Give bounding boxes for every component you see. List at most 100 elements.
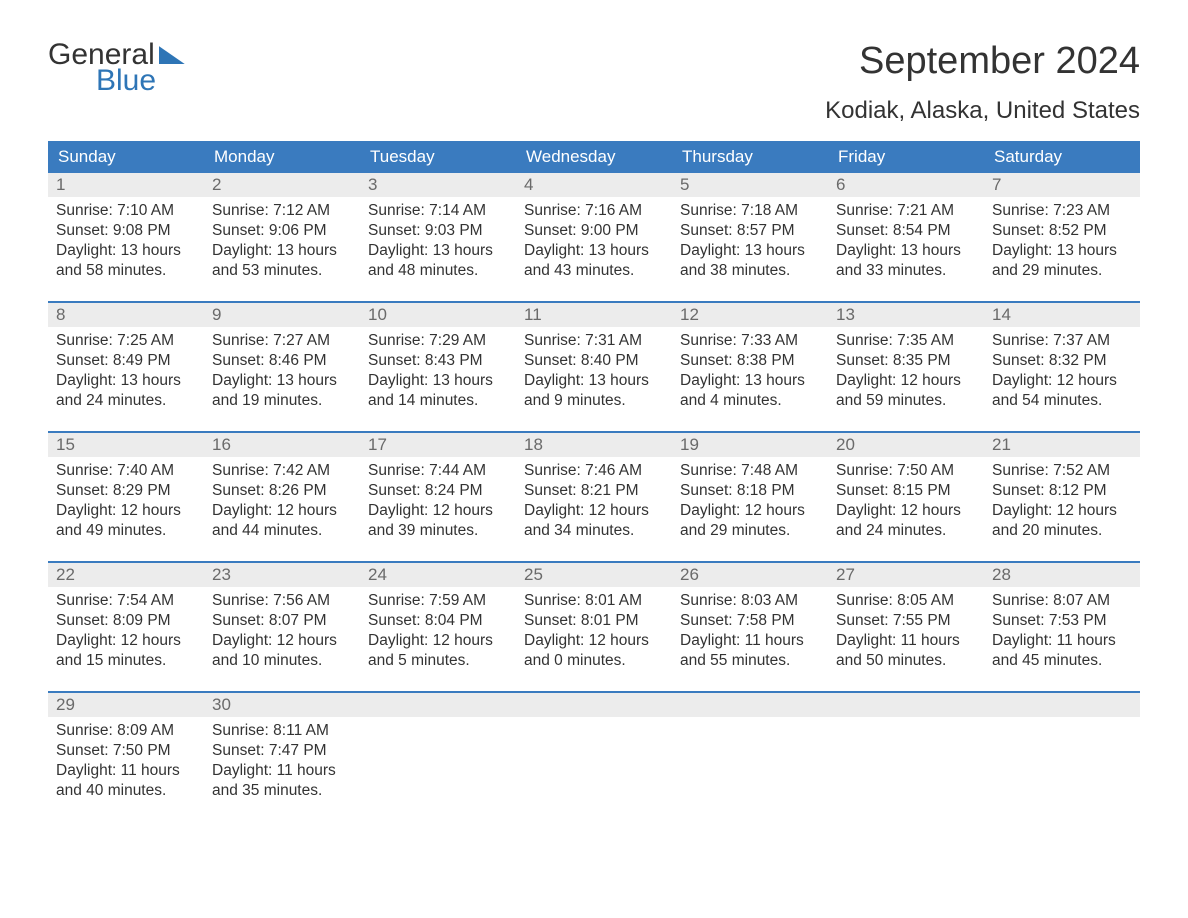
date-number: 12	[672, 303, 828, 327]
dl1-line: Daylight: 13 hours	[680, 371, 820, 391]
date-number: 15	[48, 433, 204, 457]
dl1-line: Daylight: 13 hours	[368, 241, 508, 261]
dl2-line: and 39 minutes.	[368, 521, 508, 541]
sunrise-line: Sunrise: 7:52 AM	[992, 461, 1132, 481]
calendar-cell: 21 Sunrise: 7:52 AMSunset: 8:12 PMDayligh…	[984, 433, 1140, 561]
dl1-line: Daylight: 12 hours	[836, 371, 976, 391]
date-number: 30	[204, 693, 360, 717]
date-number: 5	[672, 173, 828, 197]
sunrise-line: Sunrise: 7:44 AM	[368, 461, 508, 481]
cell-body: Sunrise: 7:29 AMSunset: 8:43 PMDaylight:…	[360, 327, 516, 420]
sunset-line: Sunset: 8:52 PM	[992, 221, 1132, 241]
calendar-cell: 17Sunrise: 7:44 AMSunset: 8:24 PMDayligh…	[360, 433, 516, 561]
sunset-line: Sunset: 8:21 PM	[524, 481, 664, 501]
cell-body: Sunrise: 7:21 AMSunset: 8:54 PMDaylight:…	[828, 197, 984, 290]
cell-body: Sunrise: 7:33 AMSunset: 8:38 PMDaylight:…	[672, 327, 828, 420]
date-number: 18	[516, 433, 672, 457]
dl1-line: Daylight: 11 hours	[836, 631, 976, 651]
sunset-line: Sunset: 8:32 PM	[992, 351, 1132, 371]
dl1-line: Daylight: 12 hours	[524, 631, 664, 651]
sunrise-line: Sunrise: 7:23 AM	[992, 201, 1132, 221]
calendar-cell: 10Sunrise: 7:29 AMSunset: 8:43 PMDayligh…	[360, 303, 516, 431]
dl1-line: Daylight: 13 hours	[212, 241, 352, 261]
sunrise-line: Sunrise: 8:03 AM	[680, 591, 820, 611]
cell-body: Sunrise: 7:10 AMSunset: 9:08 PMDaylight:…	[48, 197, 204, 290]
dl1-line: Daylight: 13 hours	[524, 241, 664, 261]
dl1-line: Daylight: 11 hours	[56, 761, 196, 781]
sunset-line: Sunset: 8:49 PM	[56, 351, 196, 371]
date-number-empty	[828, 693, 984, 717]
dl2-line: and 4 minutes.	[680, 391, 820, 411]
sunrise-line: Sunrise: 7:21 AM	[836, 201, 976, 221]
sunset-line: Sunset: 7:58 PM	[680, 611, 820, 631]
dl1-line: Daylight: 13 hours	[56, 371, 196, 391]
cell-body: Sunrise: 7:18 AMSunset: 8:57 PMDaylight:…	[672, 197, 828, 290]
sunrise-line: Sunrise: 7:33 AM	[680, 331, 820, 351]
date-number: 22	[48, 563, 204, 587]
date-number-empty	[672, 693, 828, 717]
sunrise-line: Sunrise: 7:18 AM	[680, 201, 820, 221]
dl2-line: and 19 minutes.	[212, 391, 352, 411]
sunrise-line: Sunrise: 8:11 AM	[212, 721, 352, 741]
cell-body: Sunrise: 7:54 AMSunset: 8:09 PMDaylight:…	[48, 587, 204, 680]
day-header-cell: Friday	[828, 141, 984, 173]
dl1-line: Daylight: 12 hours	[992, 501, 1132, 521]
sunrise-line: Sunrise: 8:07 AM	[992, 591, 1132, 611]
date-number: 29	[48, 693, 204, 717]
dl1-line: Daylight: 13 hours	[212, 371, 352, 391]
sunset-line: Sunset: 8:35 PM	[836, 351, 976, 371]
cell-body: Sunrise: 7:40 AMSunset: 8:29 PMDaylight:…	[48, 457, 204, 550]
calendar-cell: 25Sunrise: 8:01 AMSunset: 8:01 PMDayligh…	[516, 563, 672, 691]
dl2-line: and 0 minutes.	[524, 651, 664, 671]
cell-body: Sunrise: 8:07 AMSunset: 7:53 PMDaylight:…	[984, 587, 1140, 680]
sunset-line: Sunset: 8:46 PM	[212, 351, 352, 371]
date-number: 7	[984, 173, 1140, 197]
calendar-cell: 15Sunrise: 7:40 AMSunset: 8:29 PMDayligh…	[48, 433, 204, 561]
dl2-line: and 29 minutes.	[992, 261, 1132, 281]
calendar-cell	[360, 693, 516, 821]
sunset-line: Sunset: 9:00 PM	[524, 221, 664, 241]
cell-body: Sunrise: 7:46 AMSunset: 8:21 PMDaylight:…	[516, 457, 672, 550]
day-header-row: Sunday Monday Tuesday Wednesday Thursday…	[48, 141, 1140, 173]
sunrise-line: Sunrise: 7:48 AM	[680, 461, 820, 481]
logo-text-bottom: Blue	[96, 66, 185, 96]
sunset-line: Sunset: 8:12 PM	[992, 481, 1132, 501]
cell-body: Sunrise: 7:44 AMSunset: 8:24 PMDaylight:…	[360, 457, 516, 550]
date-number: 26	[672, 563, 828, 587]
cell-body: Sunrise: 7:37 AMSunset: 8:32 PMDaylight:…	[984, 327, 1140, 420]
calendar-cell: 11Sunrise: 7:31 AMSunset: 8:40 PMDayligh…	[516, 303, 672, 431]
calendar-cell: 8Sunrise: 7:25 AMSunset: 8:49 PMDaylight…	[48, 303, 204, 431]
cell-body: Sunrise: 7:23 AMSunset: 8:52 PMDaylight:…	[984, 197, 1140, 290]
calendar-cell: 13Sunrise: 7:35 AMSunset: 8:35 PMDayligh…	[828, 303, 984, 431]
dl2-line: and 48 minutes.	[368, 261, 508, 281]
date-number: 14	[984, 303, 1140, 327]
calendar-cell: 19Sunrise: 7:48 AMSunset: 8:18 PMDayligh…	[672, 433, 828, 561]
calendar-cell: 30Sunrise: 8:11 AMSunset: 7:47 PMDayligh…	[204, 693, 360, 821]
sunrise-line: Sunrise: 7:42 AM	[212, 461, 352, 481]
date-number: 2	[204, 173, 360, 197]
cell-body: Sunrise: 7:42 AMSunset: 8:26 PMDaylight:…	[204, 457, 360, 550]
calendar-cell: 6Sunrise: 7:21 AMSunset: 8:54 PMDaylight…	[828, 173, 984, 301]
calendar-cell: 14Sunrise: 7:37 AMSunset: 8:32 PMDayligh…	[984, 303, 1140, 431]
sunset-line: Sunset: 9:06 PM	[212, 221, 352, 241]
calendar-cell: 7Sunrise: 7:23 AMSunset: 8:52 PMDaylight…	[984, 173, 1140, 301]
dl1-line: Daylight: 11 hours	[212, 761, 352, 781]
date-number: 27	[828, 563, 984, 587]
calendar-cell: 28Sunrise: 8:07 AMSunset: 7:53 PMDayligh…	[984, 563, 1140, 691]
sunset-line: Sunset: 8:54 PM	[836, 221, 976, 241]
sunset-line: Sunset: 7:50 PM	[56, 741, 196, 761]
sunrise-line: Sunrise: 7:56 AM	[212, 591, 352, 611]
date-number: 23	[204, 563, 360, 587]
date-number-empty	[360, 693, 516, 717]
sunset-line: Sunset: 8:29 PM	[56, 481, 196, 501]
cell-body: Sunrise: 7:48 AMSunset: 8:18 PMDaylight:…	[672, 457, 828, 550]
calendar-cell: 20Sunrise: 7:50 AMSunset: 8:15 PMDayligh…	[828, 433, 984, 561]
location: Kodiak, Alaska, United States	[825, 97, 1140, 125]
title-block: September 2024 Kodiak, Alaska, United St…	[825, 40, 1140, 125]
calendar-cell: 16Sunrise: 7:42 AMSunset: 8:26 PMDayligh…	[204, 433, 360, 561]
calendar-cell: 4Sunrise: 7:16 AMSunset: 9:00 PMDaylight…	[516, 173, 672, 301]
date-number: 21	[984, 433, 1140, 457]
dl2-line: and 45 minutes.	[992, 651, 1132, 671]
cell-body: Sunrise: 7:31 AMSunset: 8:40 PMDaylight:…	[516, 327, 672, 420]
sunset-line: Sunset: 8:38 PM	[680, 351, 820, 371]
